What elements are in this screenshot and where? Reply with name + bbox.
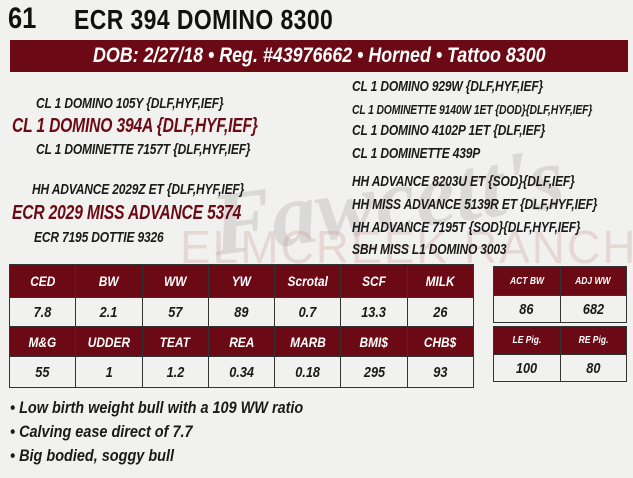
epd-header: WW [141, 264, 209, 298]
pedigree-right: CL 1 DOMINETTE 9140W 1ET {DOD}{DLF,HYF,I… [352, 102, 593, 117]
dam: ECR 2029 MISS ADVANCE 5374 [12, 202, 242, 224]
pigment-value: 80 [559, 354, 627, 382]
animal-name: ECR 394 DOMINO 8300 [74, 4, 334, 35]
lot-number: 61 [8, 2, 37, 35]
bullet-point: • Calving ease direct of 7.7 [10, 422, 193, 441]
sire: CL 1 DOMINO 394A {DLF,HYF,IEF} [12, 115, 258, 137]
epd-value: 89 [207, 297, 276, 327]
epd-header: CED [8, 264, 77, 298]
pigment-header: RE Pig. [559, 326, 627, 355]
weights-value: 86 [493, 295, 561, 323]
weights-value: 682 [559, 295, 627, 323]
pedigree-right: HH ADVANCE 8203U ET {SOD}{DLF,IEF} [352, 173, 575, 190]
epd-header: REA [207, 326, 276, 357]
epd-header-row: CED BW WW YW Scrotal SCF MILK [8, 264, 475, 298]
epd-header-row: M&G UDDER TEAT REA MARB BMI$ CHB$ [8, 326, 475, 357]
epd-value: 7.8 [8, 297, 77, 327]
pigment-header: LE Pig. [493, 326, 561, 355]
pedigree-right: CL 1 DOMINO 4102P 1ET {DLF,IEF} [352, 122, 546, 139]
epd-header: CHB$ [406, 326, 475, 357]
epd-value: 1 [75, 356, 143, 388]
epd-header: MARB [274, 326, 342, 357]
epd-value: 295 [340, 356, 408, 388]
epd-header: UDDER [75, 326, 143, 357]
epd-value: 2.1 [75, 297, 143, 327]
epd-header: SCF [340, 264, 408, 298]
epd-header: MILK [406, 264, 475, 298]
info-text: DOB: 2/27/18 • Reg. #43976662 • Horned •… [92, 44, 546, 67]
epd-header: BW [75, 264, 143, 298]
epd-header: M&G [8, 326, 77, 357]
epd-value: 0.18 [274, 356, 342, 388]
pedigree-right: HH ADVANCE 7195T {SOD}{DLF,HYF,IEF} [352, 219, 581, 236]
weights-table: ACT BW ADJ WW 86 682 [493, 266, 627, 323]
epd-value: 0.34 [207, 356, 276, 388]
pigment-value: 100 [493, 354, 561, 382]
sire-sire: CL 1 DOMINO 105Y {DLF,HYF,IEF} [36, 95, 224, 112]
epd-table: CED BW WW YW Scrotal SCF MILK 7.8 2.1 57… [8, 264, 475, 388]
weights-header: ACT BW [493, 266, 561, 296]
epd-value: 1.2 [141, 356, 209, 388]
epd-value: 93 [406, 356, 475, 388]
bullet-point: • Big bodied, soggy bull [10, 446, 175, 465]
epd-value: 0.7 [274, 297, 342, 327]
epd-value-row: 7.8 2.1 57 89 0.7 13.3 26 [8, 297, 475, 327]
pigment-table: LE Pig. RE Pig. 100 80 [493, 326, 627, 382]
weights-header: ADJ WW [559, 266, 627, 296]
dam-dam: ECR 7195 DOTTIE 9326 [34, 229, 164, 246]
epd-header: BMI$ [340, 326, 408, 357]
epd-value: 26 [406, 297, 475, 327]
epd-value: 57 [141, 297, 209, 327]
epd-value: 55 [8, 356, 77, 388]
info-bar: DOB: 2/27/18 • Reg. #43976662 • Horned •… [10, 40, 628, 72]
pedigree-right: HH MISS ADVANCE 5139R ET {DLF,HYF,IEF} [352, 196, 598, 213]
epd-header: TEAT [141, 326, 209, 357]
bullet-point: • Low birth weight bull with a 109 WW ra… [10, 398, 304, 417]
pedigree-right: SBH MISS L1 DOMINO 3003 [352, 241, 507, 258]
pedigree-right: CL 1 DOMINO 929W {DLF,HYF,IEF} [352, 78, 544, 95]
pedigree-right: CL 1 DOMINETTE 439P [352, 145, 481, 162]
epd-header: YW [207, 264, 276, 298]
epd-value-row: 55 1 1.2 0.34 0.18 295 93 [8, 356, 475, 388]
epd-header: Scrotal [274, 264, 342, 298]
epd-value: 13.3 [340, 297, 408, 327]
sire-dam: CL 1 DOMINETTE 7157T {DLF,HYF,IEF} [36, 141, 251, 158]
dam-sire: HH ADVANCE 2029Z ET {DLF,HYF,IEF} [32, 181, 245, 198]
